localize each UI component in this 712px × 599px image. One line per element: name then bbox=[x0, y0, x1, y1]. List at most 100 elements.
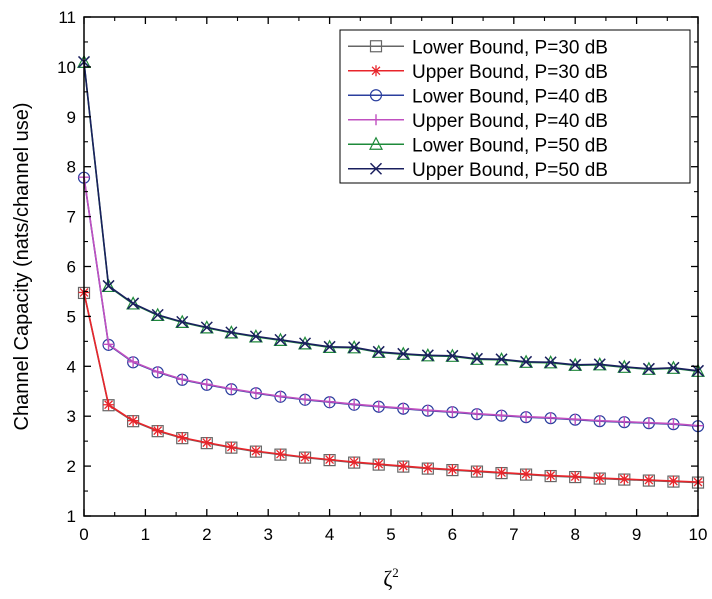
data-point bbox=[201, 437, 213, 449]
data-point bbox=[643, 417, 655, 429]
legend-label: Upper Bound, P=40 dB bbox=[412, 111, 608, 132]
y-tick-label: 1 bbox=[67, 507, 76, 526]
data-point bbox=[446, 406, 458, 418]
x-tick-label: 7 bbox=[509, 525, 518, 544]
data-point bbox=[496, 467, 508, 479]
data-point bbox=[643, 474, 655, 486]
data-point bbox=[225, 441, 237, 453]
data-point bbox=[176, 315, 189, 328]
x-tick-label: 9 bbox=[632, 525, 641, 544]
data-point bbox=[127, 415, 139, 427]
legend-marker bbox=[369, 136, 383, 150]
data-point bbox=[495, 353, 508, 366]
data-point bbox=[103, 338, 115, 350]
data-point bbox=[667, 475, 679, 487]
y-tick-label: 11 bbox=[58, 8, 76, 27]
legend-marker bbox=[369, 40, 383, 53]
legend-marker bbox=[369, 89, 383, 102]
data-point bbox=[471, 465, 483, 477]
series-3 bbox=[77, 171, 705, 433]
data-point bbox=[176, 373, 188, 385]
x-tick-label: 1 bbox=[141, 525, 150, 544]
data-point bbox=[324, 396, 336, 408]
legend-item: Lower Bound, P=40 dB bbox=[348, 86, 608, 107]
legend-label: Upper Bound, P=30 dB bbox=[412, 62, 608, 83]
data-point bbox=[496, 409, 508, 421]
data-point bbox=[274, 448, 286, 460]
legend: Lower Bound, P=30 dB Upper Bound, P=30 dB… bbox=[339, 29, 691, 184]
legend-marker bbox=[369, 162, 383, 175]
data-point bbox=[152, 425, 164, 437]
data-point bbox=[274, 390, 286, 402]
data-point bbox=[594, 472, 606, 484]
data-point bbox=[397, 460, 409, 472]
data-point bbox=[103, 399, 115, 411]
series-4 bbox=[78, 171, 704, 432]
data-point bbox=[201, 378, 213, 390]
data-point bbox=[151, 308, 164, 321]
y-tick-label: 10 bbox=[57, 58, 76, 77]
data-point bbox=[520, 468, 532, 480]
data-point bbox=[150, 307, 165, 322]
data-point bbox=[373, 400, 385, 412]
data-point bbox=[101, 278, 116, 293]
data-point bbox=[324, 454, 336, 466]
data-point bbox=[274, 333, 287, 346]
data-point bbox=[348, 456, 360, 468]
data-point bbox=[618, 473, 630, 485]
data-point bbox=[545, 412, 557, 424]
data-point bbox=[422, 462, 434, 474]
y-tick-label: 7 bbox=[67, 208, 76, 227]
legend-label: Lower Bound, P=30 dB bbox=[412, 37, 608, 58]
data-point bbox=[446, 349, 459, 362]
plot-area bbox=[77, 54, 705, 489]
x-tick-label: 5 bbox=[386, 525, 395, 544]
series-2 bbox=[78, 286, 704, 488]
y-tick-label: 9 bbox=[67, 108, 76, 127]
data-point bbox=[176, 432, 188, 444]
data-point bbox=[126, 296, 141, 310]
legend-item: Upper Bound, P=30 dB bbox=[348, 62, 608, 83]
data-point bbox=[102, 279, 115, 292]
data-point bbox=[569, 413, 581, 425]
y-tick-label: 3 bbox=[67, 407, 76, 426]
y-tick-label: 2 bbox=[67, 457, 76, 476]
data-point bbox=[544, 356, 557, 369]
data-point bbox=[127, 297, 140, 310]
data-point bbox=[569, 358, 582, 371]
data-point bbox=[397, 402, 409, 414]
data-point bbox=[667, 418, 679, 430]
legend-label: Lower Bound, P=40 dB bbox=[412, 86, 608, 107]
data-point bbox=[373, 458, 385, 470]
legend-item: Upper Bound, P=40 dB bbox=[348, 111, 608, 132]
legend-item: Lower Bound, P=30 dB bbox=[348, 37, 608, 58]
data-point bbox=[446, 464, 458, 476]
data-point bbox=[421, 349, 434, 362]
data-point bbox=[250, 445, 262, 457]
data-point bbox=[618, 360, 631, 373]
y-tick-label: 6 bbox=[67, 258, 76, 277]
y-tick-label: 5 bbox=[67, 307, 76, 326]
x-tick-label: 8 bbox=[570, 525, 579, 544]
data-point bbox=[470, 352, 483, 365]
data-point bbox=[299, 393, 311, 405]
data-point bbox=[152, 366, 164, 378]
legend-item: Lower Bound, P=50 dB bbox=[348, 135, 608, 156]
x-axis-title: ζ2 bbox=[383, 565, 399, 591]
data-point bbox=[299, 451, 311, 463]
x-axis-title-base: ζ bbox=[383, 566, 392, 591]
series-line-6 bbox=[83, 61, 699, 372]
data-point bbox=[422, 404, 434, 416]
series-line-3 bbox=[83, 177, 699, 427]
y-tick-label: 8 bbox=[67, 158, 76, 177]
series-line-4 bbox=[83, 177, 699, 427]
legend-label: Upper Bound, P=50 dB bbox=[412, 160, 608, 181]
series-6 bbox=[77, 55, 705, 377]
data-point bbox=[594, 415, 606, 427]
data-point bbox=[618, 416, 630, 428]
data-point bbox=[323, 340, 336, 353]
legend-marker bbox=[370, 114, 382, 126]
data-point bbox=[471, 408, 483, 420]
